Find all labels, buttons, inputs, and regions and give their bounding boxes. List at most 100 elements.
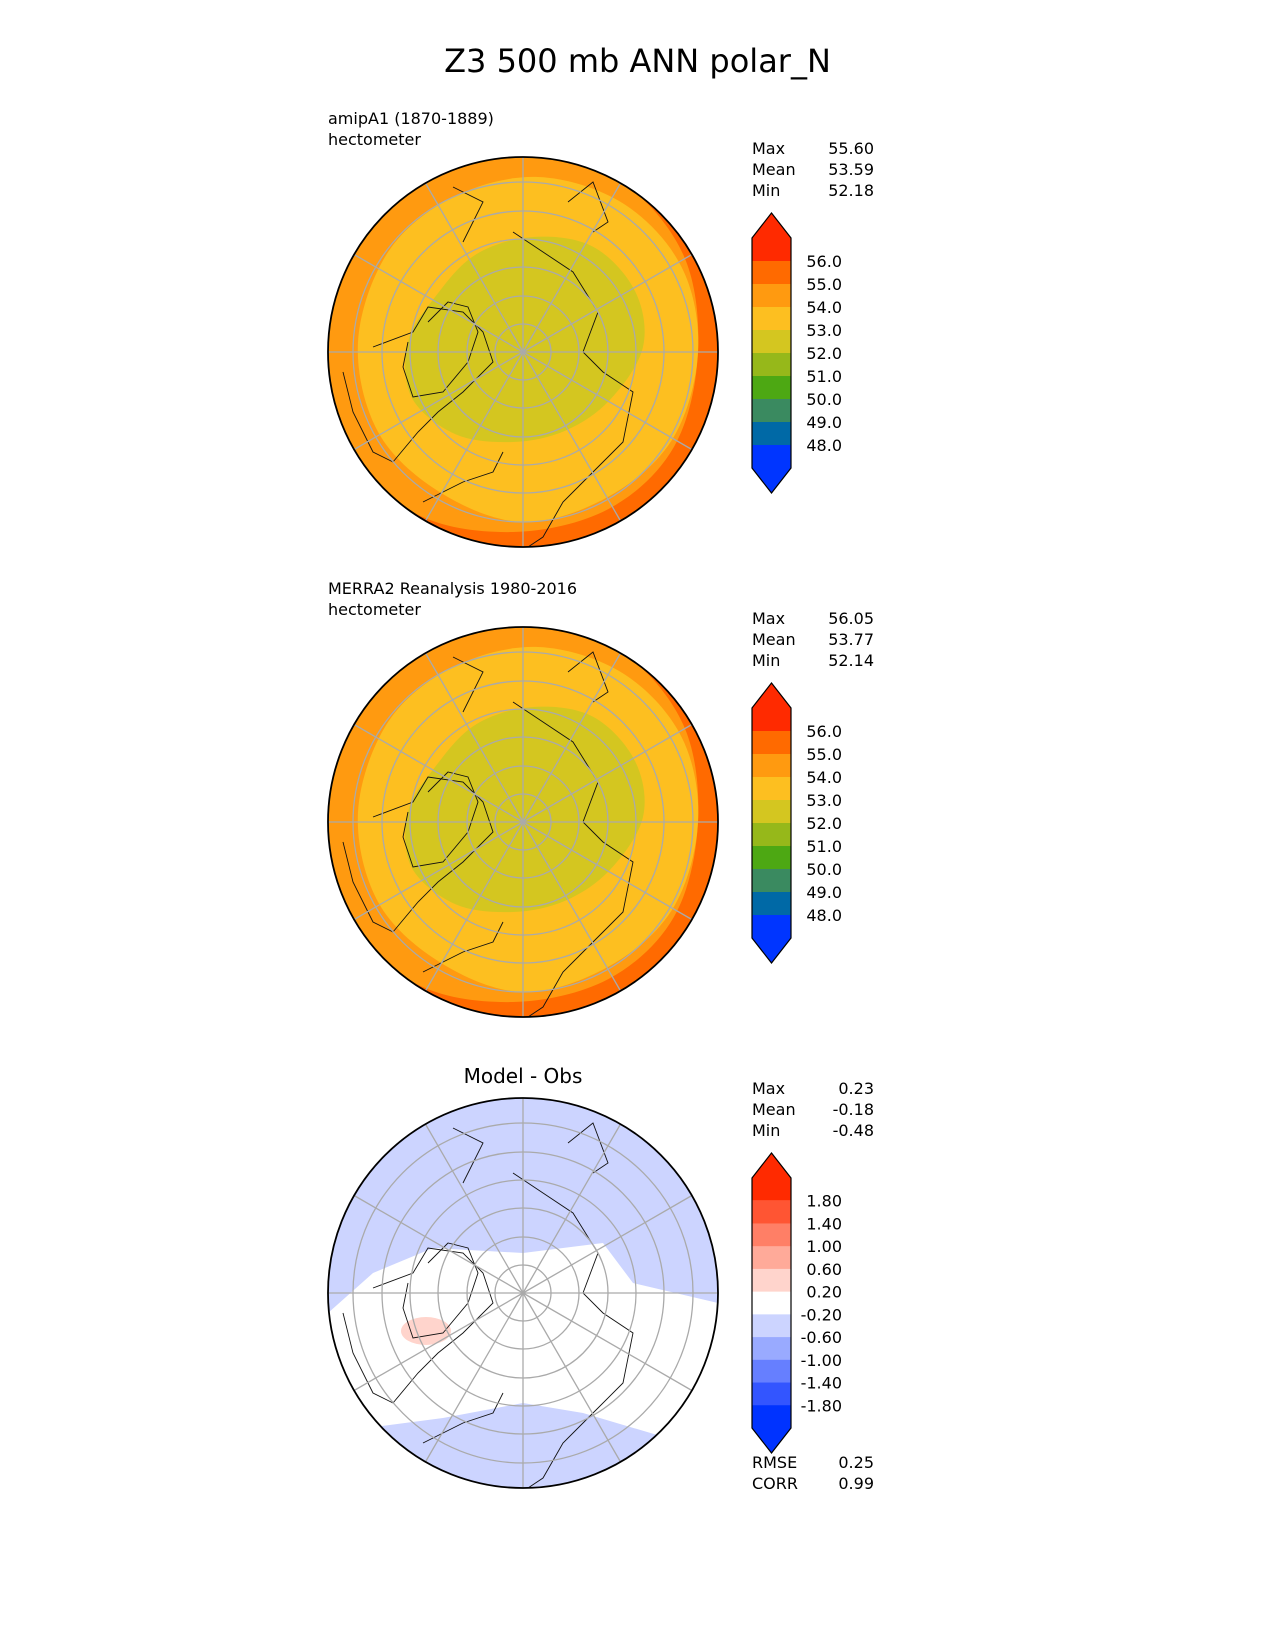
colorbar-swatch [752,1223,791,1247]
map-boundary [327,1097,719,1489]
colorbar-outline [751,212,792,494]
panel2-stats: Max 56.05 Mean 53.77 Min 52.14 [752,608,874,671]
colorbar-tick-label: 56.0 [806,252,842,271]
colorbar-tick-label: -0.60 [801,1328,842,1347]
colorbar-swatch [752,1382,791,1406]
longitude-gridline [424,182,524,353]
colorbar-swatch [752,892,791,916]
figure-title: Z3 500 mb ANN polar_N [444,42,831,80]
colorbar-tick-label: 0.60 [806,1260,842,1279]
contour-field [328,627,718,1017]
coastline [452,186,484,243]
colorbar-swatch [752,1291,791,1315]
coastline [452,1127,484,1184]
colorbar-tick-label: 53.0 [806,321,842,340]
colorbar-tick-label: 54.0 [806,298,842,317]
colorbar-tick-label: 49.0 [806,413,842,432]
colorbar-swatch [752,213,791,261]
longitude-gridline [522,182,622,353]
contour-52 [405,236,645,443]
colorbar-tick-label: 52.0 [806,814,842,833]
panel1-stats: Max 55.60 Mean 53.59 Min 52.18 [752,138,874,201]
panel1-labels: amipA1 (1870-1889) hectometer [328,108,494,150]
map-panel-3 [327,1097,719,1489]
colorbar-swatch [752,915,791,963]
colorbar-swatch [752,846,791,870]
colorbar-swatch [752,445,791,493]
longitude-gridline [424,821,524,992]
colorbar-swatch [752,683,791,731]
colorbar-tick-label: 49.0 [806,883,842,902]
colorbar-tick-label: 55.0 [806,275,842,294]
colorbar-tick-label: 1.40 [806,1214,842,1233]
map-boundary [327,156,719,548]
longitude-gridline [522,351,693,451]
colorbar-tick-label: 50.0 [806,390,842,409]
longitude-gridline [522,821,693,921]
stat-max: Max 0.23 [752,1079,874,1098]
colorbar-tick-label: -0.20 [801,1305,842,1324]
colorbar-swatch [752,754,791,778]
longitude-gridline [353,1194,524,1294]
longitude-gridline [522,821,622,992]
colorbar-tick-label: 54.0 [806,768,842,787]
colorbar-swatch [752,1359,791,1384]
panel2-labels: MERRA2 Reanalysis 1980-2016 hectometer [328,578,577,620]
longitude-gridline [522,1292,693,1392]
colorbar-tick-label: -1.80 [801,1396,842,1415]
map-boundary [327,626,719,1018]
coastline [452,656,484,713]
longitude-gridline [353,723,524,823]
stat-max: Max 55.60 [752,139,874,158]
coastline [342,776,494,933]
stat-mean: Mean 53.59 [752,160,874,179]
colorbar-swatch [752,261,791,285]
panel3-title: Model - Obs [463,1064,583,1088]
longitude-gridline [522,253,693,353]
contour-field [328,1098,718,1488]
colorbar-swatch [752,1153,791,1201]
colorbar-tick-label: 48.0 [806,906,842,925]
colorbar-swatch [752,869,791,893]
panel2-case: MERRA2 Reanalysis 1980-2016 [328,579,578,598]
panel1-case: amipA1 (1870-1889) [328,109,494,128]
colorbar-1: 56.0 55.0 54.0 53.0 52.0 51.0 50.0 49.0 48.0 [751,212,842,494]
skill-corr: CORR 0.99 [752,1474,874,1493]
coastline [342,306,494,463]
longitude-gridline [522,723,693,823]
stat-mean: Mean -0.18 [752,1100,874,1119]
colorbar-swatch [752,1314,791,1338]
colorbar-2: 56.0 55.0 54.0 53.0 52.0 51.0 50.0 49.0 48.0 [751,682,842,964]
colorbar-swatch [752,1246,791,1270]
colorbar-tick-label: 0.20 [806,1283,842,1302]
map-panel-1 [327,156,719,548]
colorbar-3: 1.80 1.40 1.00 0.60 0.20 -0.20 -0.60 -1.00 -1.40… [751,1152,842,1454]
colorbar-swatch [752,422,791,446]
colorbar-tick-label: 56.0 [806,722,842,741]
colorbar-swatch [752,1200,791,1224]
longitude-gridline [424,1123,524,1294]
colorbar-swatch [752,823,791,847]
colorbar-outline [751,1152,792,1454]
coastline [512,701,634,1017]
stat-max: Max 56.05 [752,609,874,628]
longitude-gridline [522,351,622,522]
longitude-gridline [522,1194,693,1294]
longitude-gridline [424,652,524,823]
colorbar-tick-label: 51.0 [806,367,842,386]
colorbar-swatch [752,800,791,824]
panel2-units: hectometer [328,600,421,619]
colorbar-tick-label: 55.0 [806,745,842,764]
longitude-gridline [353,253,524,353]
stat-min: Min 52.18 [752,181,874,200]
colorbar-swatch [752,399,791,423]
colorbar-tick-label: 48.0 [806,436,842,455]
colorbar-swatch [752,1337,791,1361]
colorbar-swatch [752,1405,791,1453]
colorbar-tick-label: 53.0 [806,791,842,810]
colorbar-swatch [752,284,791,308]
map-panel-2 [327,626,719,1018]
contour-field [328,157,718,547]
colorbar-swatch [752,307,791,331]
